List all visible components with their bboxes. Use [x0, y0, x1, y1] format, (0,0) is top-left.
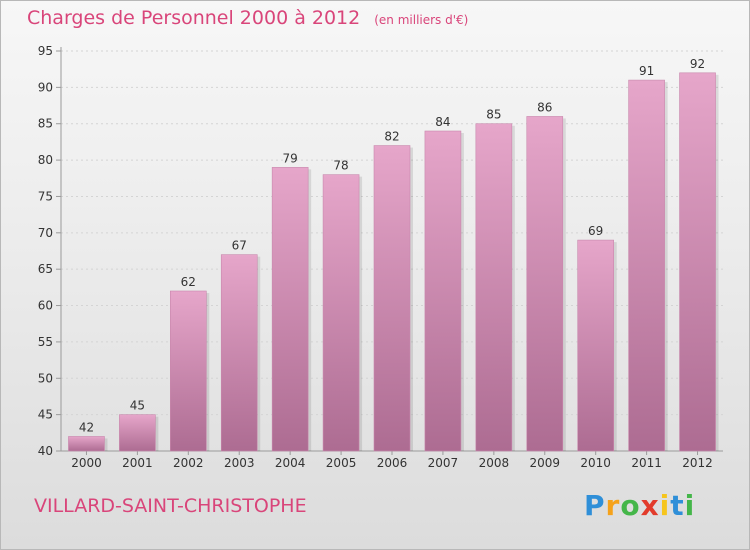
chart-title: Charges de Personnel 2000 à 2012 [27, 7, 361, 29]
y-tick-label: 85 [38, 117, 53, 131]
bar-2007 [424, 130, 462, 452]
bar-2005 [322, 174, 360, 452]
value-label: 86 [537, 100, 552, 114]
value-label: 85 [486, 108, 501, 122]
bar-2009 [526, 116, 564, 452]
bar-2008 [475, 123, 513, 452]
bar-2010 [577, 239, 614, 452]
y-tick-label: 95 [38, 44, 53, 58]
bar-2001 [119, 414, 156, 452]
x-tick-label: 2012 [682, 456, 713, 470]
x-tick-label: 2007 [428, 456, 459, 470]
x-tick-label: 2009 [529, 456, 560, 470]
y-tick-label: 75 [38, 189, 53, 203]
y-tick-label: 45 [38, 408, 53, 422]
x-tick-label: 2001 [122, 456, 153, 470]
proxiti-logo: Proxiti [584, 489, 696, 522]
x-tick-label: 2011 [631, 456, 662, 470]
x-tick-label: 2003 [224, 456, 255, 470]
bars [68, 72, 719, 452]
y-tick-label: 60 [38, 299, 53, 313]
value-label: 42 [79, 420, 94, 434]
x-tick-label: 2008 [479, 456, 510, 470]
city-name: VILLARD-SAINT-CHRISTOPHE [34, 495, 307, 517]
value-label: 78 [333, 159, 348, 173]
chart-header: Charges de Personnel 2000 à 2012 (en mill… [27, 7, 468, 29]
bar-2002 [170, 290, 207, 452]
y-tick-label: 65 [38, 262, 53, 276]
value-label: 79 [283, 151, 298, 165]
value-label: 82 [384, 130, 399, 144]
value-label: 62 [181, 275, 196, 289]
labels: 42 2000 45 2001 62 2002 67 2003 79 2004 78 2005 82 20… [71, 57, 713, 470]
bar-2004 [271, 167, 309, 452]
x-tick-label: 2004 [275, 456, 306, 470]
y-tick-label: 80 [38, 153, 53, 167]
x-tick-label: 2006 [377, 456, 408, 470]
value-label: 91 [639, 64, 654, 78]
value-label: 67 [232, 239, 247, 253]
x-tick-label: 2010 [580, 456, 611, 470]
bar-2012 [679, 72, 716, 452]
y-tick-label: 70 [38, 226, 53, 240]
x-tick-label: 2000 [71, 456, 102, 470]
x-tick-label: 2005 [326, 456, 357, 470]
bar-2003 [220, 254, 258, 452]
value-label: 84 [435, 115, 450, 129]
y-tick-label: 40 [38, 444, 53, 458]
value-label: 69 [588, 224, 603, 238]
y-tick-label: 50 [38, 371, 53, 385]
y-tick-label: 55 [38, 335, 53, 349]
bar-2006 [373, 145, 411, 452]
chart-subtitle: (en milliers d'€) [374, 13, 469, 27]
bar-2000 [68, 436, 105, 452]
value-label: 45 [130, 399, 145, 413]
x-tick-label: 2002 [173, 456, 204, 470]
value-label: 92 [690, 57, 705, 71]
y-tick-label: 90 [38, 80, 53, 94]
bar-2011 [628, 79, 665, 452]
